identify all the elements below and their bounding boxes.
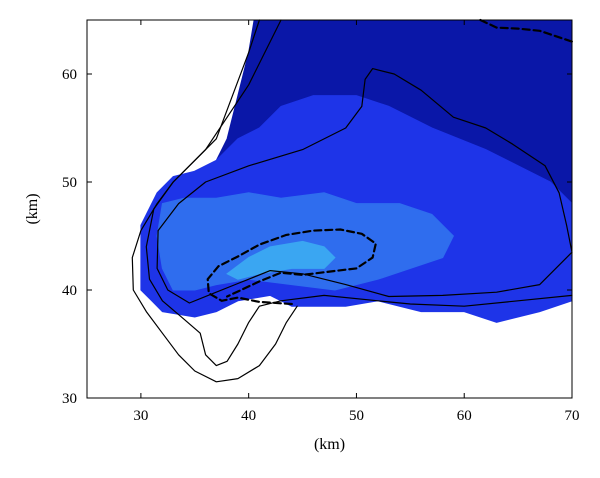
y-axis-ticks: 30 40 50 60	[62, 67, 572, 407]
heatmap-regions	[140, 19, 573, 323]
y-axis-label: (km)	[24, 193, 41, 224]
y-tick-label: 30	[62, 391, 77, 407]
contour-line-dashed-4	[479, 18, 574, 43]
contour-line-solid-0	[131, 19, 298, 383]
x-axis-ticks: 30 40 50 60 70	[133, 20, 580, 424]
x-tick-label: 40	[241, 408, 256, 424]
contour-line-solid-1	[145, 19, 573, 367]
heatmap-region-light	[156, 192, 455, 291]
y-tick-label: 60	[62, 67, 77, 83]
y-tick-label: 40	[62, 283, 77, 299]
x-tick-label: 60	[457, 408, 472, 424]
heatmap-region-lightest	[226, 240, 336, 280]
x-tick-label: 70	[565, 408, 580, 424]
x-tick-label: 30	[133, 408, 148, 424]
x-tick-label: 50	[349, 408, 364, 424]
plot-frame	[86, 19, 573, 399]
contour-lines	[131, 18, 574, 383]
contour-line-solid-2	[156, 67, 573, 304]
y-tick-label: 50	[62, 175, 77, 191]
x-axis-label: (km)	[314, 436, 345, 453]
contour-line-dashed-3	[206, 228, 377, 306]
